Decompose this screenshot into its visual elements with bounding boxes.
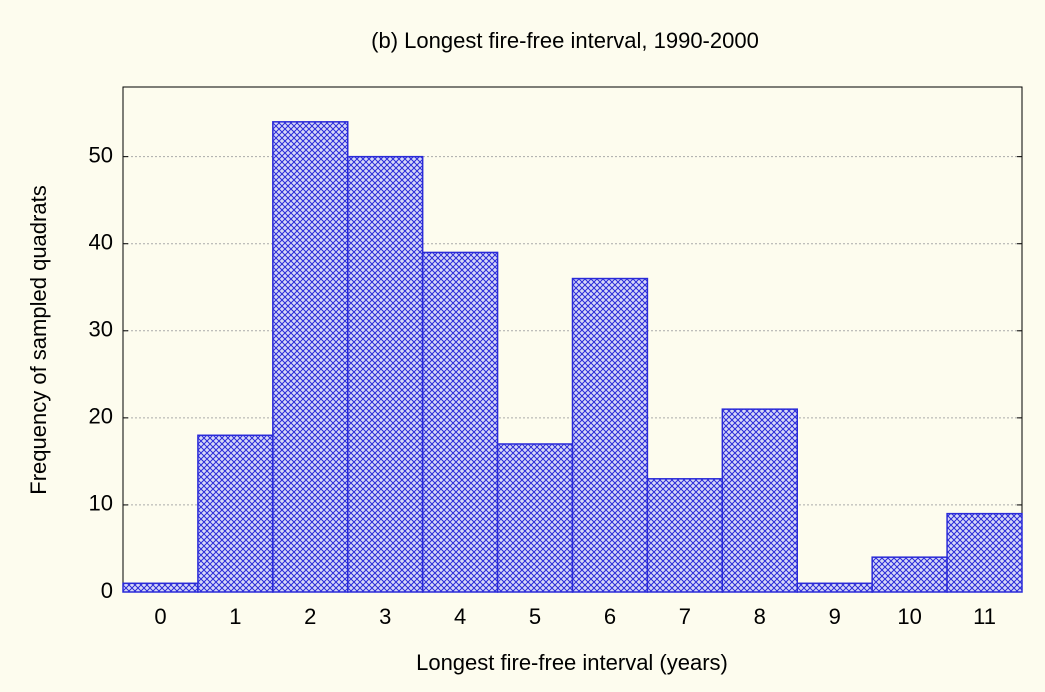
y-tick-label: 40	[89, 230, 113, 255]
bar	[421, 251, 499, 593]
bar	[871, 556, 948, 593]
bar	[796, 582, 873, 593]
bar	[946, 512, 1023, 593]
bar	[197, 434, 274, 593]
bar	[721, 408, 798, 593]
x-tick-label: 10	[897, 604, 921, 629]
bar	[646, 478, 724, 593]
bar	[347, 155, 424, 593]
y-tick-label: 0	[101, 578, 113, 603]
x-tick-label: 8	[754, 604, 766, 629]
x-tick-label: 1	[229, 604, 241, 629]
y-tick-label: 30	[89, 317, 113, 342]
x-tick-label: 9	[829, 604, 841, 629]
x-tick-label: 7	[679, 604, 691, 629]
y-axis-label: Frequency of sampled quadrats	[26, 185, 51, 494]
y-tick-label: 20	[89, 404, 113, 429]
chart-title: (b) Longest fire-free interval, 1990-200…	[371, 28, 759, 53]
y-tick-label: 10	[89, 491, 113, 516]
bar	[122, 582, 199, 593]
x-tick-label: 5	[529, 604, 541, 629]
y-tick-label: 50	[89, 142, 113, 167]
x-tick-label: 11	[973, 604, 996, 629]
bar	[272, 121, 349, 593]
x-axis-label: Longest fire-free interval (years)	[416, 650, 728, 675]
x-tick-label: 4	[454, 604, 466, 629]
x-tick-label: 0	[154, 604, 166, 629]
bar	[571, 277, 649, 593]
x-tick-label: 2	[304, 604, 316, 629]
x-tick-label: 3	[379, 604, 391, 629]
bar	[496, 443, 574, 593]
x-tick-label: 6	[604, 604, 616, 629]
